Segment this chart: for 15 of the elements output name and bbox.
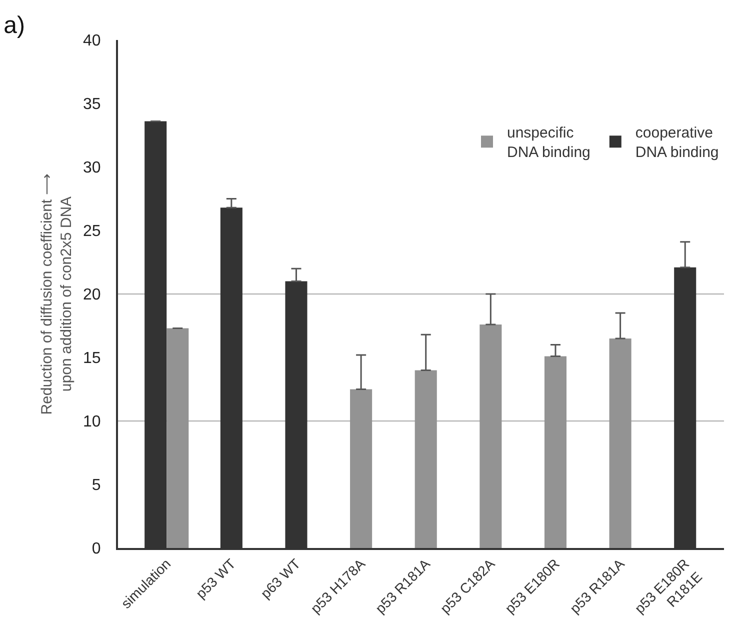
x-tick-label: p63 WT — [257, 555, 304, 602]
x-tick-label: p53 WT — [192, 555, 239, 602]
y-tick-label: 15 — [83, 350, 101, 368]
y-axis-title: Reduction of diffusion coefficient ⟶ upon addition of con2x5 DNA — [38, 173, 75, 415]
y-tick-label: 35 — [83, 96, 101, 114]
y-tick-label: 25 — [83, 223, 101, 240]
legend-label: cooperative DNA binding — [635, 124, 719, 162]
y-tick-label: 20 — [83, 286, 101, 304]
y-tick-label: 40 — [83, 32, 101, 50]
legend-label: unspecific DNA binding — [507, 124, 590, 162]
y-tick-label: 0 — [92, 540, 101, 558]
y-tick-label: 30 — [83, 160, 101, 177]
y-tick-label: 10 — [83, 414, 101, 431]
chart-title: a) — [4, 12, 26, 39]
y-tick-label: 5 — [92, 477, 101, 494]
